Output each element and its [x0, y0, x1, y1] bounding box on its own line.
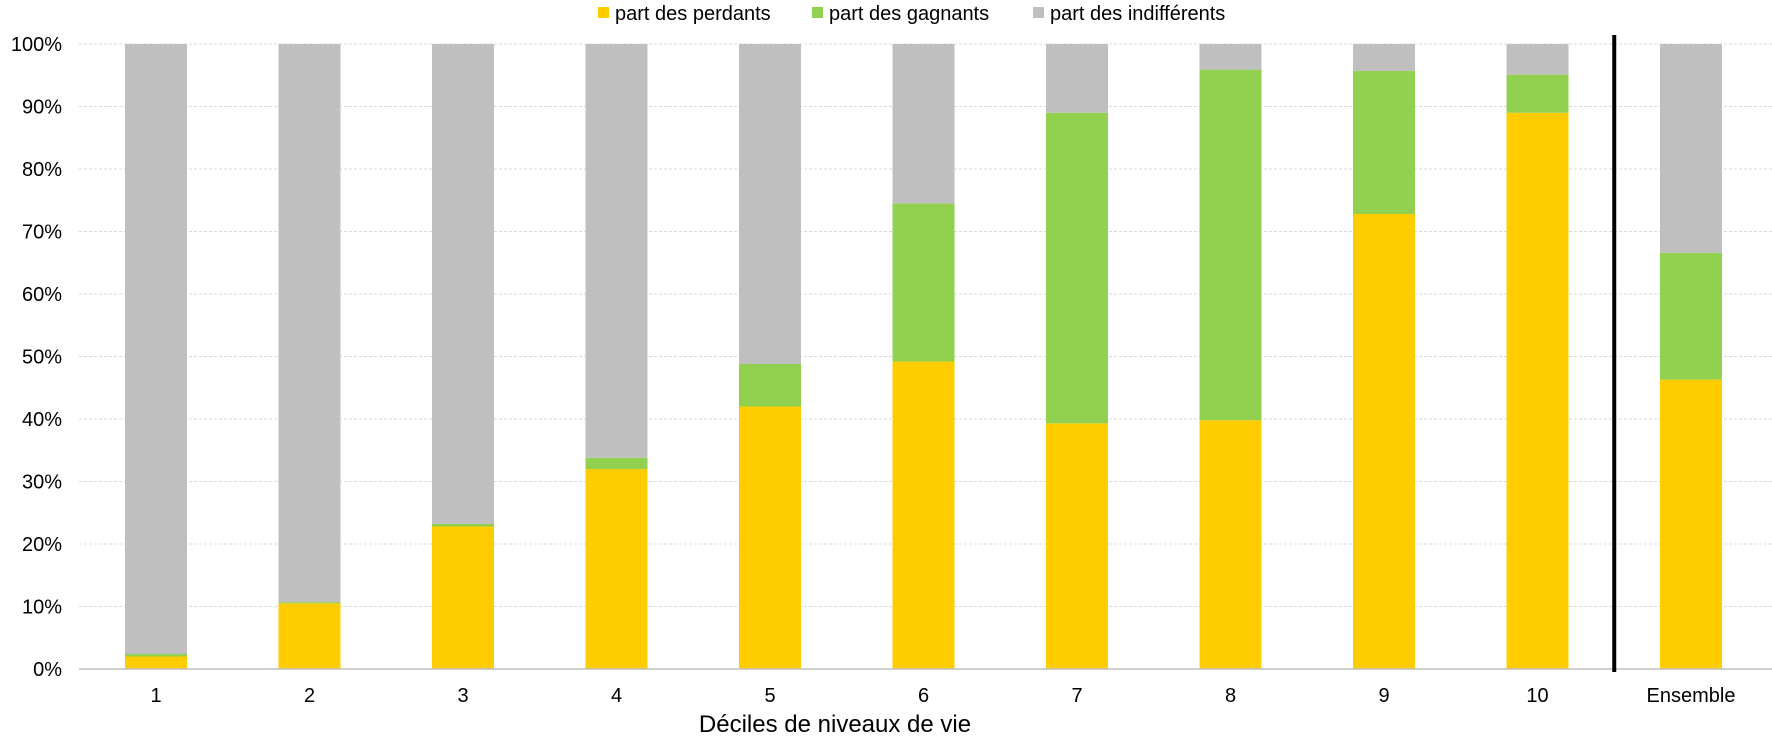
x-axis-title: Déciles de niveaux de vie: [699, 711, 971, 737]
bar-segment-perdants: [585, 469, 648, 669]
legend-swatch: [598, 7, 609, 18]
x-tick-label: 1: [150, 685, 161, 707]
bar-segment-indifferents: [278, 44, 341, 603]
bar-segment-gagnants: [585, 457, 648, 469]
legend-swatch: [1033, 7, 1044, 18]
x-axis: 1 2 3 4 5 6 7 8 9 10 Ensemble: [79, 668, 1772, 707]
x-tick-label: 6: [918, 685, 929, 707]
bar-segment-gagnants: [432, 524, 494, 527]
x-tick-label: 3: [457, 685, 468, 707]
legend: part des perdants part des gagnants part d…: [598, 3, 1225, 25]
bar-segment-indifferents: [892, 44, 955, 204]
y-tick-label: 40%: [22, 409, 62, 431]
y-tick-label: 60%: [22, 284, 62, 306]
y-tick-label: 10%: [22, 597, 62, 619]
bar-segment-gagnants: [125, 654, 187, 657]
bar-segment-gagnants: [1046, 112, 1108, 424]
legend-label: part des indifférents: [1050, 3, 1225, 25]
bar-segment-indifferents: [1046, 44, 1108, 113]
x-tick-label: 4: [611, 685, 622, 707]
y-tick-label: 70%: [22, 222, 62, 244]
y-tick-label: 0%: [33, 659, 62, 681]
legend-swatch: [812, 7, 823, 18]
bar-segment-perdants: [125, 656, 187, 669]
y-axis: 0% 10% 20% 30% 40% 50% 60% 70% 80% 90% 100%: [11, 34, 62, 681]
bar-segment-perdants: [1046, 423, 1108, 669]
y-tick-label: 100%: [11, 34, 62, 56]
bar-segment-perdants: [1660, 379, 1722, 669]
bar-segment-indifferents: [585, 44, 648, 458]
y-tick-label: 90%: [22, 97, 62, 119]
bar-segment-perdants: [278, 603, 341, 669]
bars: [125, 44, 1722, 669]
x-tick-label: Ensemble: [1647, 685, 1736, 707]
bar-segment-indifferents: [1660, 44, 1722, 253]
x-tick-label: 5: [764, 685, 775, 707]
bar-segment-indifferents: [432, 44, 494, 524]
x-tick-label: 2: [304, 685, 315, 707]
x-tick-label: 10: [1526, 685, 1548, 707]
bar-segment-perdants: [432, 526, 494, 669]
bar-segment-perdants: [1199, 420, 1262, 669]
bar-segment-perdants: [1506, 112, 1569, 669]
legend-label: part des perdants: [615, 3, 771, 25]
bar-segment-gagnants: [739, 364, 801, 407]
x-tick-label: 7: [1071, 685, 1082, 707]
y-tick-label: 50%: [22, 347, 62, 369]
bar-segment-indifferents: [739, 44, 801, 364]
bar-segment-gagnants: [1199, 69, 1262, 421]
bar-segment-perdants: [1353, 214, 1415, 669]
y-tick-label: 80%: [22, 159, 62, 181]
bar-segment-indifferents: [1199, 44, 1262, 70]
y-tick-label: 20%: [22, 534, 62, 556]
bar-segment-indifferents: [1353, 44, 1415, 71]
legend-label: part des gagnants: [829, 3, 989, 25]
bar-segment-indifferents: [1506, 44, 1569, 75]
bar-segment-gagnants: [1660, 252, 1722, 380]
x-tick-label: 9: [1378, 685, 1389, 707]
bar-segment-gagnants: [278, 602, 341, 604]
bar-segment-perdants: [892, 361, 955, 669]
bar-segment-indifferents: [125, 44, 187, 654]
bar-segment-gagnants: [1506, 74, 1569, 113]
bar-segment-perdants: [739, 406, 801, 669]
x-tick-label: 8: [1225, 685, 1236, 707]
bar-segment-gagnants: [892, 203, 955, 362]
bar-segment-gagnants: [1353, 70, 1415, 214]
y-tick-label: 30%: [22, 472, 62, 494]
